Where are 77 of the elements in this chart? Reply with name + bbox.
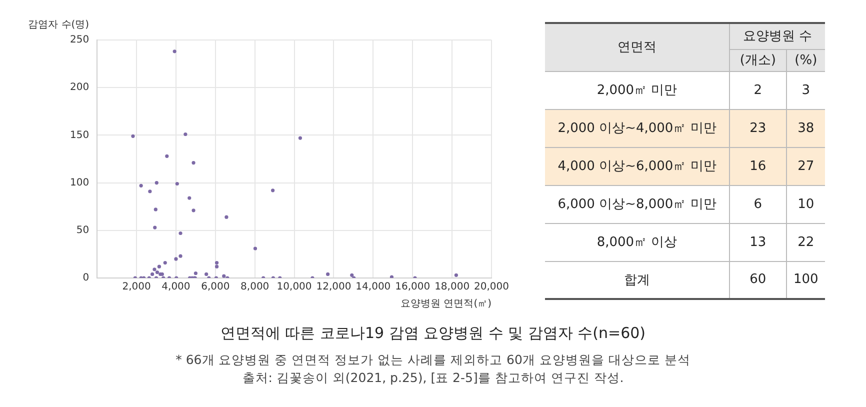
data-label: 13 xyxy=(730,223,786,261)
point xyxy=(224,215,228,219)
x-axis-title: 요양병원 연면적(㎡) xyxy=(400,298,492,310)
point xyxy=(174,257,178,261)
point xyxy=(139,184,143,188)
text: 연면적 xyxy=(545,23,730,71)
y-tick-label: 150 xyxy=(70,130,90,141)
source-note: 출처: 김꽃송이 외(2021, p.25), [표 2-5]를 참고하여 연구진 작성. xyxy=(241,369,625,387)
x-tick-label: 12,000 xyxy=(316,282,352,293)
point xyxy=(298,136,302,140)
series-label: (%) xyxy=(786,49,825,71)
point xyxy=(154,208,158,212)
data-label: 22 xyxy=(786,223,825,261)
category-label: 합계 xyxy=(545,261,730,299)
x-tick-label: 10,000 xyxy=(276,282,312,293)
x-tick-label: 14,000 xyxy=(356,282,391,293)
category-label: 2,000㎡ 미만 xyxy=(545,71,730,109)
point xyxy=(271,188,275,192)
point xyxy=(390,275,394,278)
point xyxy=(165,154,169,158)
data-label: 16 xyxy=(730,147,786,185)
point xyxy=(175,182,179,186)
x-tick-label: 6,000 xyxy=(201,282,230,293)
point xyxy=(214,260,219,265)
point xyxy=(222,274,226,278)
point xyxy=(194,271,198,276)
point xyxy=(178,231,182,236)
point xyxy=(253,246,258,250)
y-tick-label: 100 xyxy=(70,177,90,188)
y-tick-label: 0 xyxy=(82,272,90,284)
y-axis-title: 감염자 수(명) xyxy=(28,20,90,31)
y-tick-label: 250 xyxy=(70,34,90,46)
point xyxy=(350,273,354,277)
category-label: 8,000㎡ 이상 xyxy=(545,223,730,261)
point xyxy=(131,134,135,138)
y-tick-label: 200 xyxy=(70,82,90,94)
point xyxy=(150,272,154,276)
data-label: 38 xyxy=(786,109,825,147)
data-label: 2 xyxy=(730,71,786,109)
point xyxy=(178,254,182,258)
series-label: (개소) xyxy=(730,49,786,71)
data-label: 27 xyxy=(786,147,825,185)
data-label: 6 xyxy=(730,185,786,223)
data-label: 23 xyxy=(730,109,786,147)
point xyxy=(188,196,192,200)
point xyxy=(192,208,196,212)
data-label: 10 xyxy=(786,185,825,223)
data-label: 3 xyxy=(786,71,825,109)
data-label: 60 xyxy=(730,261,786,299)
text: 연면적에 따른 코로나19 감염 요양병원 수 및 감염자 수(n=60) xyxy=(219,324,647,343)
point xyxy=(155,270,160,274)
category-label: 2,000 이상~4,000㎡ 미만 xyxy=(545,109,730,147)
x-tick-label: 16,000 xyxy=(395,282,430,293)
point xyxy=(153,226,157,230)
point xyxy=(154,181,158,185)
category-label: 6,000 이상~8,000㎡ 미만 xyxy=(545,185,730,223)
x-tick-label: 2,000 xyxy=(122,282,151,293)
point xyxy=(454,273,458,277)
data-label: 100 xyxy=(786,261,825,299)
text: 요양병원 수 xyxy=(730,23,825,49)
point xyxy=(148,190,152,194)
point xyxy=(152,268,156,272)
text: * 66개 요양병원 중 연면적 정보가 없는 사례를 제외하고 60개 요양병원을 대상으로 분석 xyxy=(174,351,692,369)
point xyxy=(157,264,162,268)
point xyxy=(163,260,167,265)
point xyxy=(214,264,219,268)
x-tick-label: 4,000 xyxy=(162,282,190,293)
category-label: 4,000 이상~6,000㎡ 미만 xyxy=(545,147,730,185)
point xyxy=(192,161,196,165)
x-tick-label: 18,000 xyxy=(434,282,470,293)
x-tick-label: 20,000 xyxy=(474,282,510,293)
point xyxy=(184,132,188,136)
point xyxy=(326,272,330,276)
point xyxy=(204,272,208,276)
point xyxy=(172,50,176,54)
x-tick-label: 8,000 xyxy=(240,282,270,293)
y-tick-label: 50 xyxy=(76,224,90,236)
